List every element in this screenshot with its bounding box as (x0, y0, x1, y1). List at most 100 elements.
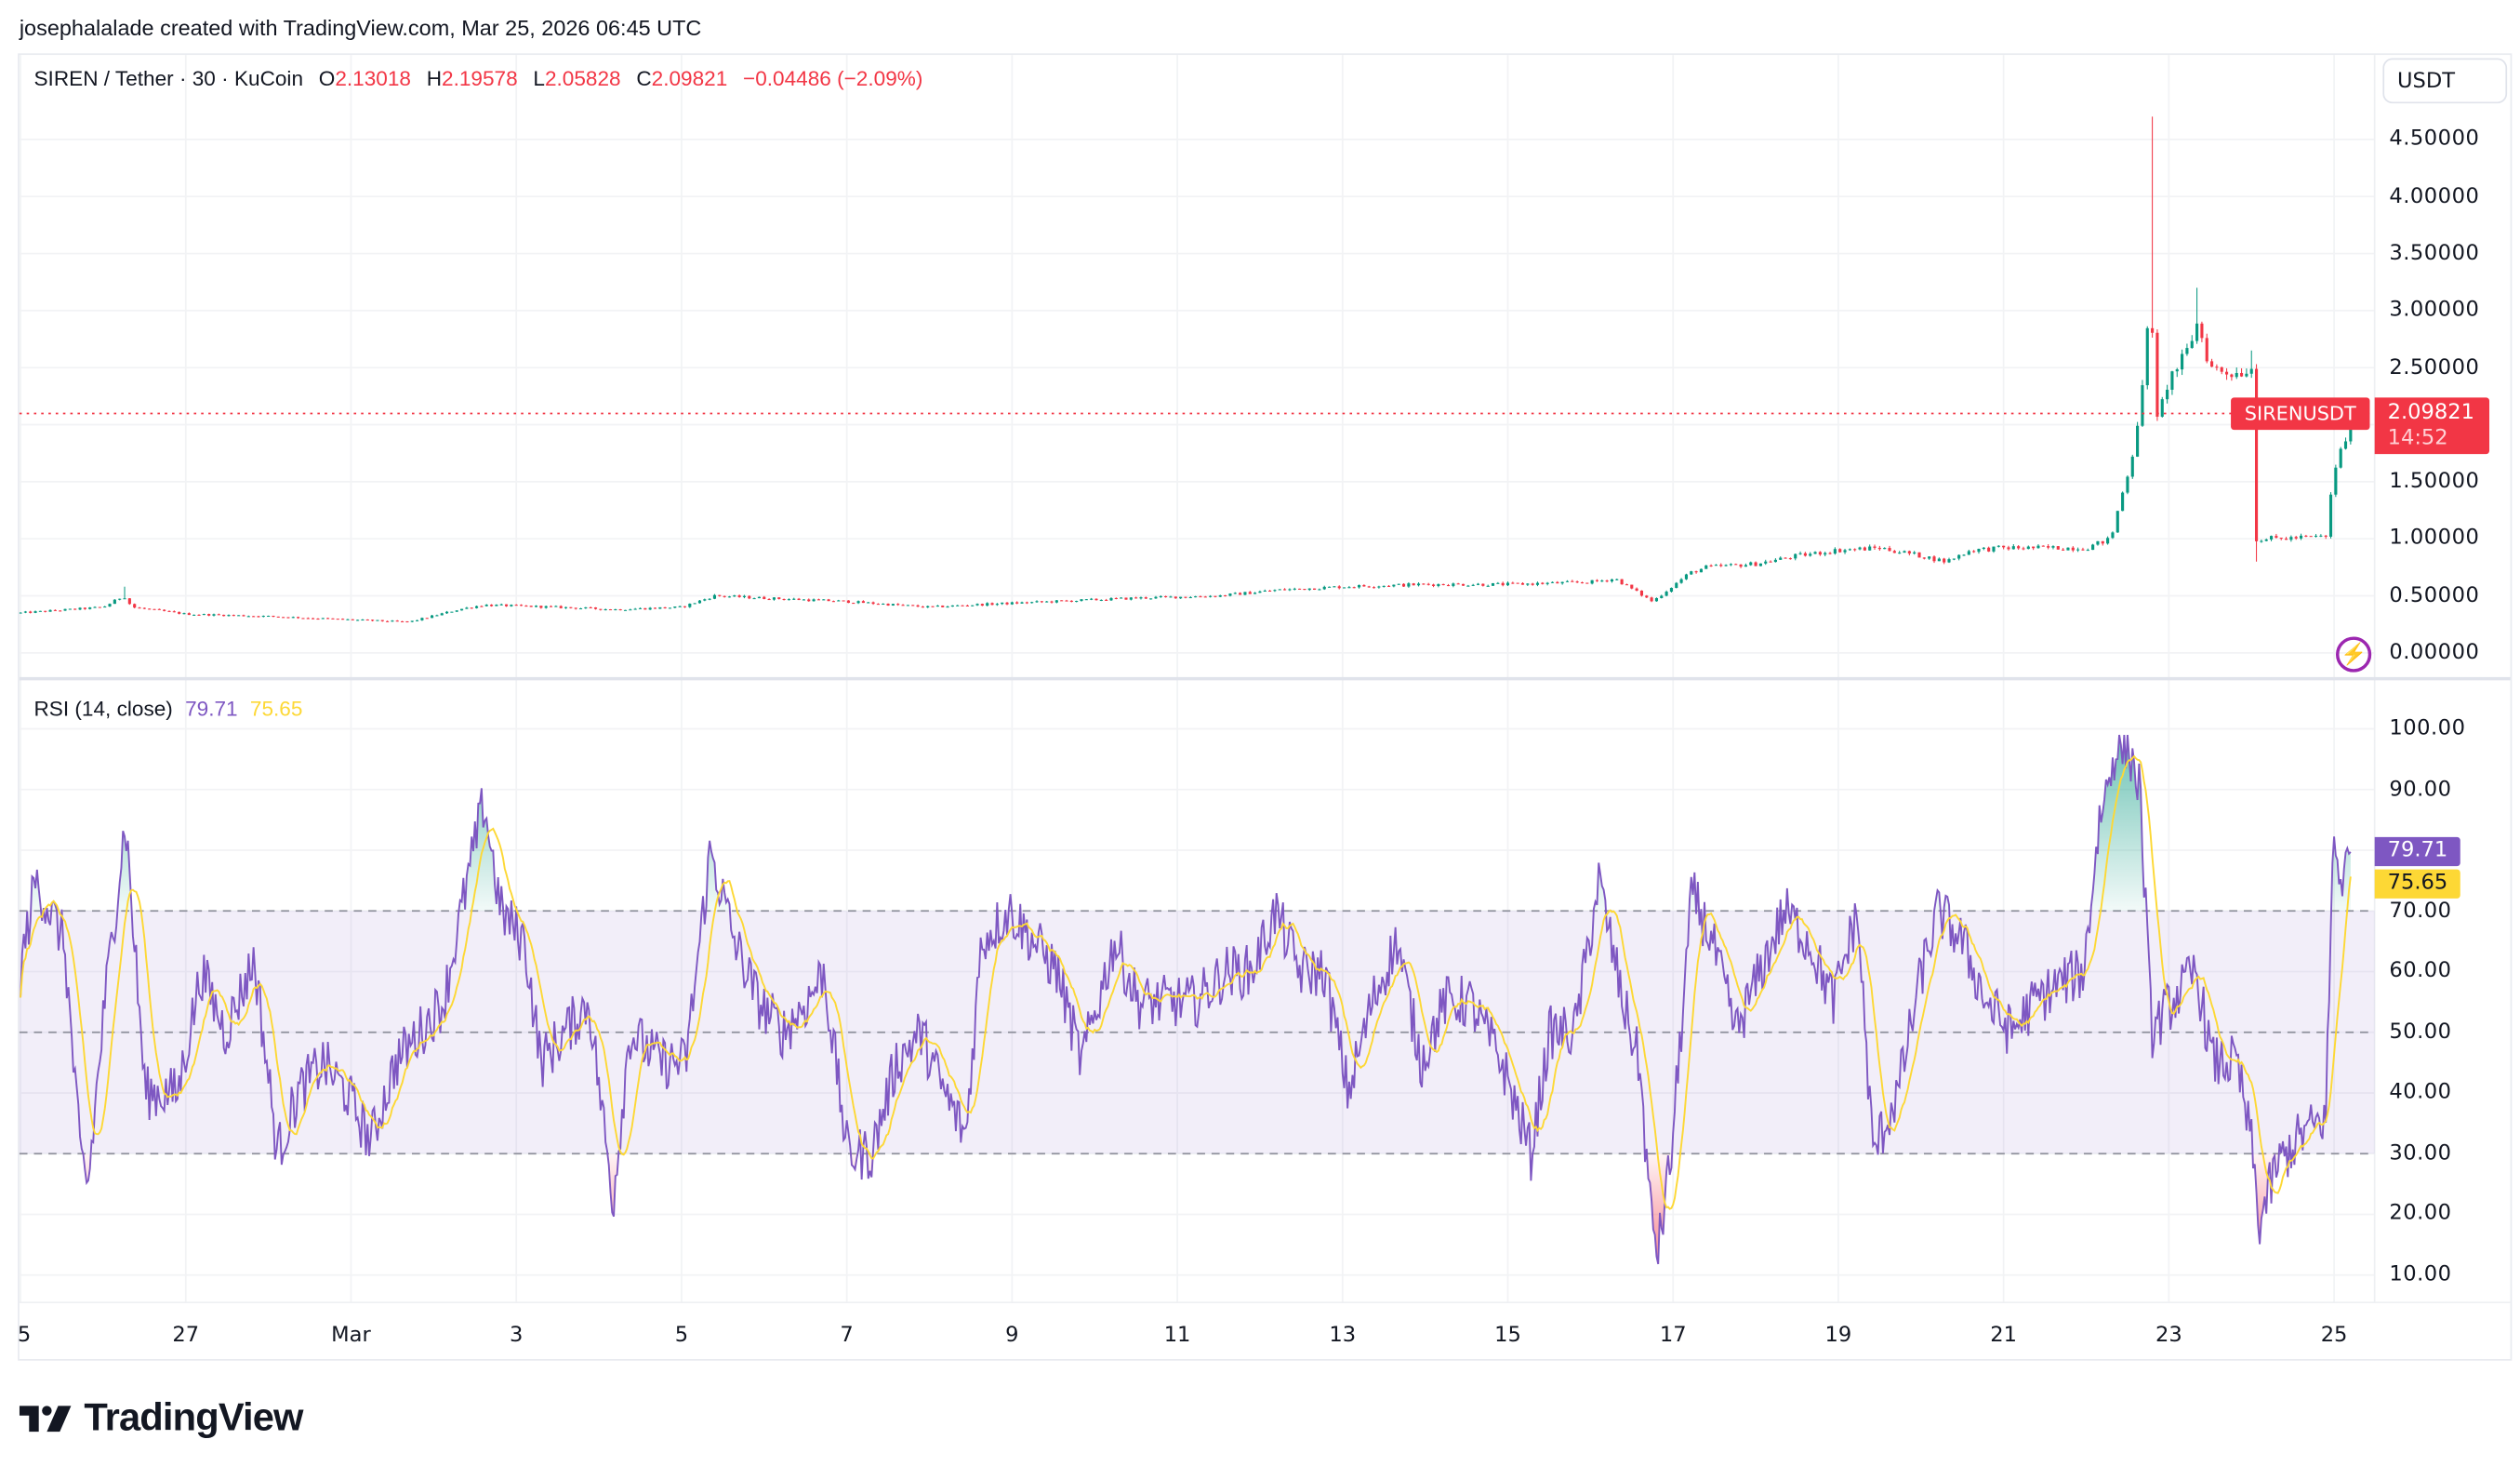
candles (19, 116, 2353, 623)
candle-body (1377, 586, 1381, 588)
candle-body (2155, 332, 2159, 417)
candle-body (2294, 537, 2298, 539)
candle-body (227, 615, 231, 617)
candle-body (1982, 547, 1985, 549)
candle-body (401, 620, 405, 622)
candle-body (1630, 584, 1634, 589)
candle-body (2121, 492, 2125, 512)
candle-body (2200, 323, 2204, 339)
candle-body (1922, 557, 1926, 559)
candle-body (2071, 547, 2075, 551)
candle-body (33, 611, 37, 613)
symbol-legend[interactable]: SIREN / Tether · 30 · KuCoin O2.13018 H2… (33, 66, 922, 90)
candle-body (1947, 559, 1951, 563)
candle-body (1977, 548, 1981, 553)
lightning-icon[interactable]: ⚡ (2335, 636, 2372, 673)
candle-body (510, 605, 513, 606)
candle-body (1679, 579, 1683, 583)
candle-body (386, 620, 390, 622)
candle-body (1188, 597, 1192, 599)
candle-body (1124, 597, 1128, 600)
candle-body (1471, 584, 1475, 586)
candle-body (856, 601, 860, 604)
candle-body (752, 598, 756, 600)
candle-body (1675, 582, 1678, 589)
time-axis-label: 27 (172, 1323, 200, 1348)
candle-body (2145, 327, 2149, 386)
candle-body (1293, 588, 1296, 590)
candle-body (519, 605, 524, 606)
candle-body (2245, 373, 2248, 377)
symbol-title[interactable]: SIREN / Tether · 30 · KuCoin (33, 66, 304, 91)
candle-body (1060, 600, 1064, 602)
candle-body (653, 607, 657, 609)
time-axis-label: 5 (17, 1323, 32, 1348)
candle-body (1431, 584, 1436, 587)
rsi-axis-label: 90.00 (2389, 777, 2452, 802)
low-label: L (533, 66, 545, 91)
candle-body (232, 615, 235, 617)
candle-body (638, 607, 643, 609)
candle-body (901, 605, 905, 606)
candle-body (1585, 582, 1589, 584)
symbol-price-tag: SIRENUSDT (2231, 397, 2370, 431)
candle-body (1283, 589, 1287, 591)
candle-body (1169, 596, 1173, 598)
candle-body (2289, 537, 2293, 540)
candle-body (1739, 564, 1743, 567)
candle-body (2066, 547, 2070, 551)
candle-body (316, 619, 320, 620)
rsi-title[interactable]: RSI (14, close) (33, 696, 173, 721)
candle-body (1749, 562, 1753, 566)
candle-body (1694, 571, 1698, 573)
candle-body (1397, 583, 1400, 585)
candle-body (861, 601, 865, 604)
candle-body (1773, 559, 1777, 563)
rsi-axis-label: 30.00 (2389, 1141, 2452, 1166)
price-axis-label: 3.00000 (2389, 298, 2480, 323)
candle-body (1784, 557, 1787, 559)
candle-body (1386, 585, 1391, 587)
candle-body (1788, 558, 1792, 560)
candle-body (1803, 553, 1807, 556)
candle-body (748, 595, 751, 599)
candle-body (167, 610, 171, 612)
candle-body (2026, 546, 2030, 550)
candle-body (103, 606, 107, 608)
candle-body (1367, 586, 1371, 588)
candle-body (1888, 548, 1891, 552)
candle-body (688, 603, 692, 607)
candle-body (1620, 579, 1624, 585)
tradingview-logo[interactable]: TradingView (19, 1396, 303, 1442)
tradingview-logo-icon (19, 1406, 72, 1433)
currency-button[interactable]: USDT (2382, 58, 2508, 104)
candle-body (1328, 586, 1332, 588)
candle-body (1903, 551, 1906, 553)
price-axis-label: 0.50000 (2389, 583, 2480, 608)
candle-body (133, 604, 137, 608)
close-value: 2.09821 (651, 66, 728, 91)
rsi-legend[interactable]: RSI (14, close) 79.71 75.65 (33, 697, 302, 721)
candle-body (1426, 583, 1430, 585)
time-axis-label: 3 (510, 1323, 524, 1348)
candle-body (1853, 549, 1857, 551)
candle-body (425, 618, 429, 620)
candle-body (995, 604, 999, 606)
candle-body (2220, 366, 2223, 372)
candle-body (484, 605, 488, 606)
candle-body (842, 600, 845, 602)
candle-body (2062, 549, 2065, 551)
candle-body (2339, 448, 2342, 468)
price-axis-label: 4.50000 (2389, 127, 2480, 152)
candle-body (1412, 583, 1415, 586)
candle-body (1505, 582, 1510, 586)
candle-body (2136, 425, 2140, 457)
candle-body (1218, 595, 1222, 597)
candle-body (1798, 553, 1802, 554)
candle-body (1719, 565, 1723, 566)
candle-body (2249, 368, 2253, 374)
candle-body (975, 604, 979, 606)
candle-body (1416, 583, 1421, 586)
